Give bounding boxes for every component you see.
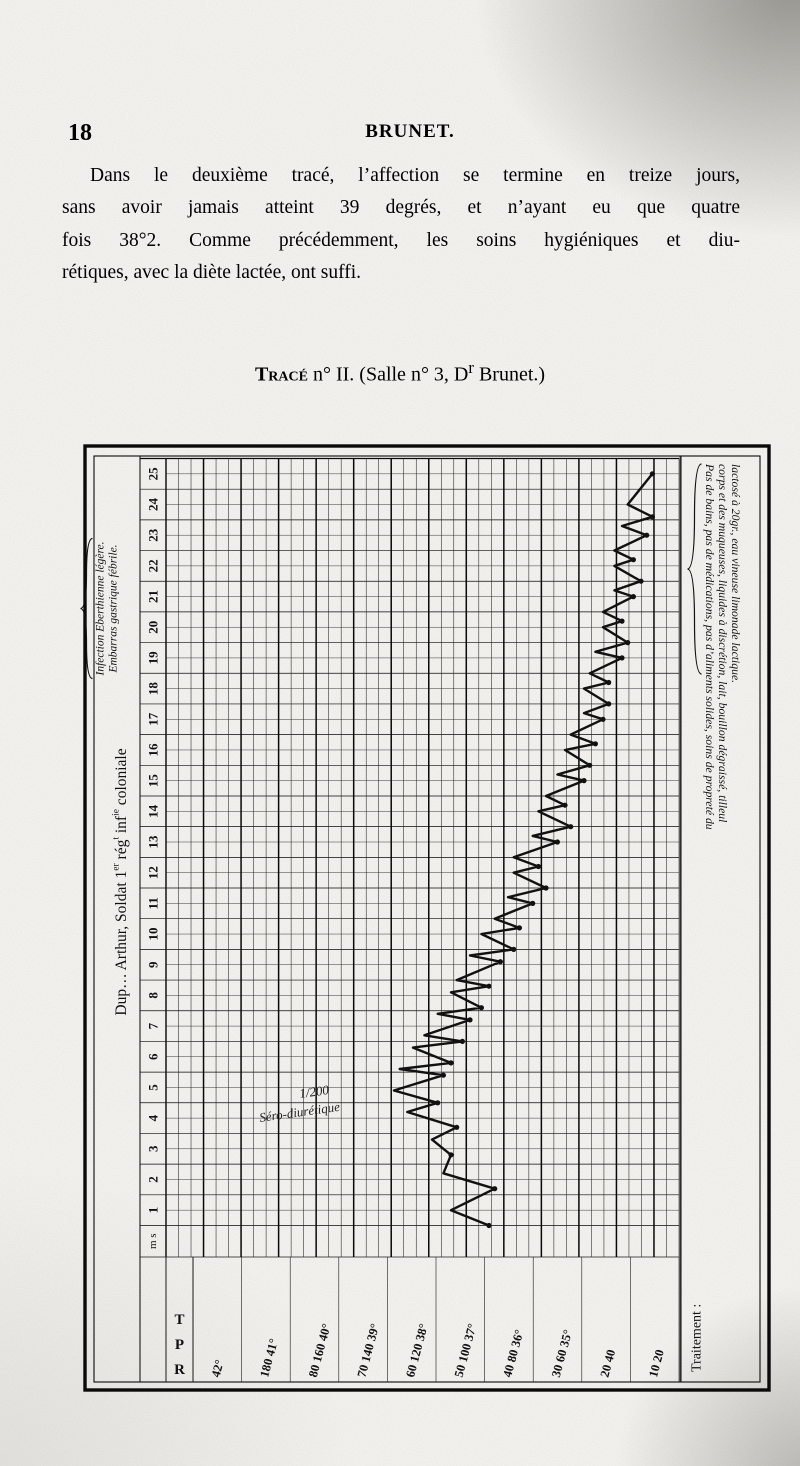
svg-text:11: 11: [146, 897, 161, 909]
svg-text:4: 4: [146, 1114, 161, 1121]
svg-text:50 100 37°: 50 100 37°: [452, 1322, 480, 1379]
svg-text:19: 19: [146, 651, 161, 665]
svg-text:42°: 42°: [209, 1358, 227, 1379]
svg-text:13: 13: [146, 835, 161, 849]
svg-text:m s: m s: [147, 1233, 159, 1249]
svg-text:18: 18: [146, 682, 161, 696]
svg-text:Pas de bains, pas de médicatio: Pas de bains, pas de médications, pas d’…: [703, 463, 716, 830]
svg-text:lactosé à 20gr., eau vineuse l: lactosé à 20gr., eau vineuse limonade la…: [729, 464, 742, 683]
svg-text:16: 16: [146, 743, 161, 757]
svg-text:21: 21: [146, 590, 161, 603]
svg-text:17: 17: [146, 712, 161, 726]
svg-text:60 120 38°: 60 120 38°: [403, 1322, 431, 1379]
svg-text:1/200: 1/200: [298, 1082, 330, 1101]
svg-text:P: P: [175, 1337, 184, 1353]
svg-text:9: 9: [146, 961, 161, 968]
svg-text:20: 20: [146, 621, 161, 634]
svg-text:70 140 39°: 70 140 39°: [354, 1322, 382, 1379]
svg-text:20 40: 20 40: [597, 1348, 618, 1379]
svg-text:15: 15: [146, 774, 161, 788]
svg-text:23: 23: [146, 528, 161, 542]
svg-text:Embarras gastrique fébrile.: Embarras gastrique fébrile.: [108, 544, 120, 673]
svg-text:30 60 35°: 30 60 35°: [549, 1328, 575, 1379]
svg-text:R: R: [174, 1362, 185, 1378]
svg-text:6: 6: [146, 1053, 161, 1060]
svg-text:10: 10: [146, 928, 161, 941]
svg-text:10 20: 10 20: [646, 1348, 667, 1379]
svg-text:40 80 36°: 40 80 36°: [500, 1328, 526, 1379]
svg-text:8: 8: [146, 992, 161, 999]
svg-text:2: 2: [146, 1176, 161, 1183]
svg-text:12: 12: [146, 866, 161, 879]
svg-text:Dup… Arthur, Soldat 1er régt i: Dup… Arthur, Soldat 1er régt infie colon…: [112, 748, 131, 1015]
svg-text:Traitement :: Traitement :: [690, 1304, 705, 1372]
svg-text:180 41°: 180 41°: [257, 1337, 281, 1379]
svg-text:3: 3: [146, 1145, 161, 1152]
svg-text:T: T: [174, 1312, 184, 1328]
svg-text:Infection Eberthienne légère.: Infection Eberthienne légère.: [95, 541, 107, 676]
svg-text:1: 1: [146, 1207, 161, 1214]
svg-text:80 160 40°: 80 160 40°: [306, 1322, 334, 1379]
svg-text:22: 22: [146, 559, 161, 572]
svg-text:14: 14: [146, 804, 161, 818]
svg-text:25: 25: [146, 467, 161, 481]
svg-text:24: 24: [146, 498, 161, 512]
svg-text:5: 5: [146, 1084, 161, 1091]
svg-text:7: 7: [146, 1022, 161, 1029]
svg-text:corps et des muqueuses, liquid: corps et des muqueuses, liquides à discr…: [716, 464, 729, 822]
